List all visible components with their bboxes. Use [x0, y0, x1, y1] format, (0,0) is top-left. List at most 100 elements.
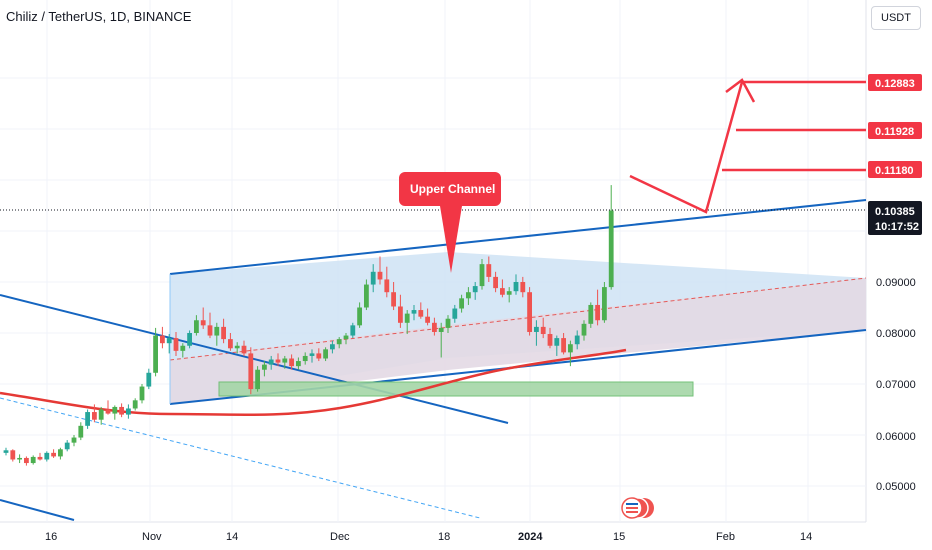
- x-tick-label: Nov: [142, 531, 162, 543]
- candle-body: [506, 291, 512, 295]
- y-tick-label: 0.06000: [876, 431, 916, 443]
- candle-body: [275, 359, 281, 363]
- candle-body: [194, 320, 199, 333]
- candle-body: [330, 344, 335, 350]
- candle-body: [540, 326, 546, 335]
- candle-body: [71, 437, 77, 443]
- candle-body: [391, 292, 396, 307]
- candle-body: [547, 334, 553, 346]
- candle-body: [255, 369, 260, 390]
- candle-body: [153, 335, 158, 373]
- candle-body: [323, 349, 328, 359]
- candle-body: [445, 318, 451, 328]
- currency-button[interactable]: USDT: [871, 6, 921, 30]
- candle-body: [411, 310, 417, 314]
- candle-body: [200, 320, 206, 326]
- axis-background: [866, 0, 932, 550]
- candle-body: [425, 316, 430, 323]
- candle-body: [364, 284, 369, 308]
- candle-body: [500, 288, 505, 295]
- candle-body: [418, 310, 424, 317]
- candle-body: [534, 326, 539, 332]
- candle-body: [336, 339, 342, 345]
- candle-body: [92, 412, 97, 420]
- candle-body: [282, 358, 288, 363]
- candle-body: [160, 335, 165, 344]
- candle-body: [581, 323, 587, 336]
- candle-body: [139, 386, 145, 401]
- candle-body: [248, 353, 254, 390]
- y-tick-label: 0.07000: [876, 379, 916, 391]
- x-tick-label: 15: [613, 531, 625, 543]
- candle-body: [479, 264, 485, 287]
- candle-body: [493, 276, 498, 289]
- y-tick-label: 0.09000: [876, 277, 916, 289]
- candle-body: [166, 338, 172, 344]
- y-tick-label: 0.05000: [876, 481, 916, 493]
- svg-text:0.11180: 0.11180: [875, 165, 914, 177]
- upper-channel-callout[interactable]: Upper Channel: [399, 172, 501, 273]
- candle-body: [30, 456, 36, 464]
- candle-body: [302, 355, 308, 362]
- candle-body: [44, 452, 50, 460]
- candle-body: [452, 308, 458, 319]
- candle-body: [602, 287, 607, 321]
- svg-text:10:17:52: 10:17:52: [875, 221, 919, 233]
- candle-body: [207, 325, 213, 336]
- price-tag-target-1: 0.12883: [868, 74, 922, 91]
- candle-body: [173, 338, 179, 351]
- x-tick-label: 14: [800, 531, 812, 543]
- channel-lower-fill: [448, 278, 866, 370]
- price-axis[interactable]: 0.05000 0.06000 0.07000 0.08000 0.09000: [876, 277, 916, 493]
- candle-body: [384, 279, 390, 293]
- x-tick-label: Dec: [330, 531, 350, 543]
- candle-body: [78, 425, 84, 438]
- candle-body: [228, 339, 233, 349]
- svg-text:0.10385: 0.10385: [875, 206, 915, 218]
- channel-midline: [169, 277, 867, 361]
- candle-body: [466, 292, 471, 299]
- x-tick-label: Feb: [716, 531, 735, 543]
- x-tick-label: 18: [438, 531, 450, 543]
- candle-body: [404, 313, 410, 323]
- chart-title: Chiliz / TetherUS, 1D, BINANCE: [6, 9, 192, 24]
- candle-body: [37, 456, 43, 460]
- candle-body: [234, 345, 240, 349]
- price-tag-target-2: 0.11928: [868, 122, 922, 139]
- tradingview-events-icon[interactable]: [621, 497, 654, 519]
- candle-body: [112, 406, 118, 414]
- svg-text:Upper Channel: Upper Channel: [410, 182, 495, 196]
- candle-body: [241, 345, 247, 354]
- support-zone: [218, 381, 694, 397]
- candle-body: [51, 452, 56, 457]
- candle-body: [17, 457, 22, 460]
- candle-body: [98, 409, 104, 420]
- candle-body: [520, 282, 526, 293]
- candle-body: [588, 304, 594, 324]
- candle-body: [268, 359, 274, 365]
- candle-body: [262, 364, 267, 370]
- candle-body: [10, 450, 16, 460]
- candle-body: [472, 286, 478, 293]
- candle-body: [105, 409, 111, 414]
- candle-body: [608, 210, 614, 288]
- candle-body: [357, 307, 362, 326]
- candle-body: [568, 344, 573, 353]
- candle-body: [309, 353, 315, 356]
- candle-body: [3, 450, 9, 453]
- candle-body: [459, 298, 464, 309]
- candle-body: [221, 326, 226, 340]
- descending-dashed-line: [0, 397, 481, 519]
- candle-body: [132, 400, 138, 409]
- current-price-tag: 0.10385 10:17:52: [868, 201, 922, 235]
- x-tick-label: 2024: [518, 531, 543, 543]
- price-tag-target-3: 0.11180: [868, 161, 922, 178]
- candle-body: [595, 304, 600, 321]
- descending-trendline: [0, 294, 509, 424]
- channel-top-line: [169, 199, 867, 275]
- candle-body: [296, 361, 301, 367]
- time-axis[interactable]: 16 Nov 14 Dec 18 2024 15 Feb 14: [45, 531, 812, 543]
- candle-body: [370, 271, 376, 285]
- candle-body: [561, 338, 566, 353]
